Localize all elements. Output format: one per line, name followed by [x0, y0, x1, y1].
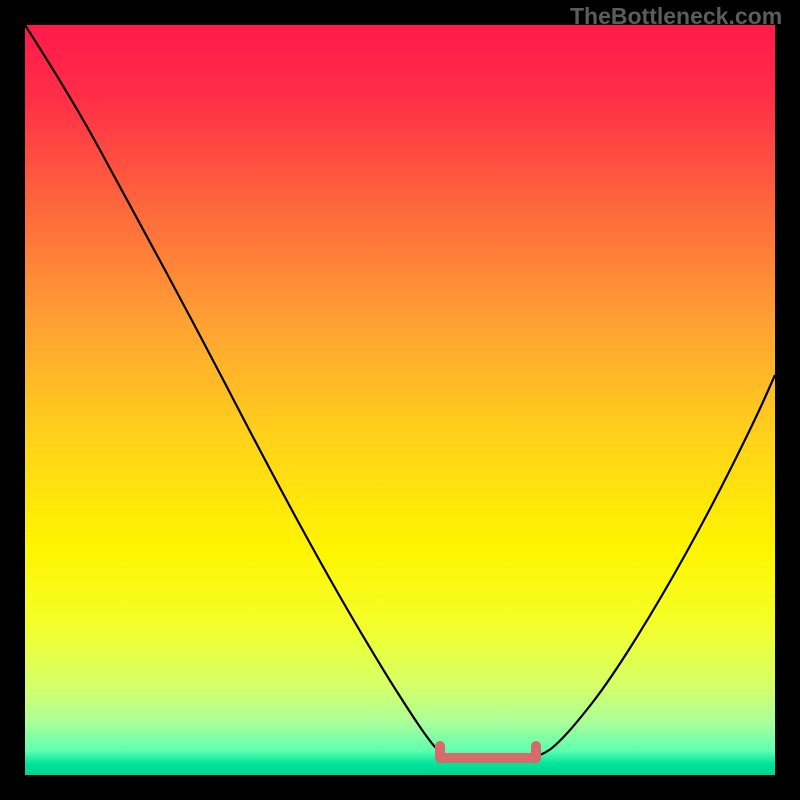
plot-area: [25, 25, 775, 775]
bottleneck-curve: [25, 25, 775, 758]
flat-region-marker: [440, 746, 536, 758]
watermark-text: TheBottleneck.com: [570, 3, 782, 30]
chart-overlay: [0, 0, 800, 800]
chart-container: TheBottleneck.com: [0, 0, 800, 800]
